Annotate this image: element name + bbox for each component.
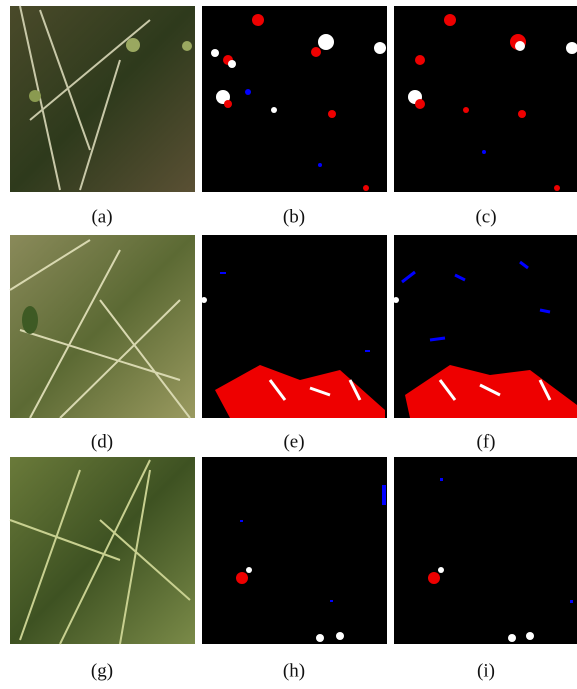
caption: (c)	[475, 206, 496, 227]
caption: (d)	[91, 431, 113, 452]
caption: (b)	[283, 206, 305, 227]
figure: (a) (b) (c) (d) (e) (f) (g)	[0, 0, 577, 689]
mask-h	[202, 457, 387, 644]
photo-g	[10, 457, 195, 644]
caption: (f)	[477, 431, 496, 452]
mask-c	[394, 6, 577, 192]
mask-i	[394, 457, 577, 644]
caption: (h)	[283, 660, 305, 681]
photo-a	[10, 6, 195, 192]
mask-b	[202, 6, 387, 192]
caption: (g)	[91, 660, 113, 681]
page: (a) (b) (c) (d) (e) (f) (g)	[0, 0, 577, 689]
caption: (e)	[283, 431, 304, 452]
photo-d	[10, 235, 195, 418]
caption: (a)	[91, 206, 112, 227]
mask-f	[393, 235, 577, 418]
caption: (i)	[477, 660, 495, 681]
mask-e	[201, 235, 387, 418]
